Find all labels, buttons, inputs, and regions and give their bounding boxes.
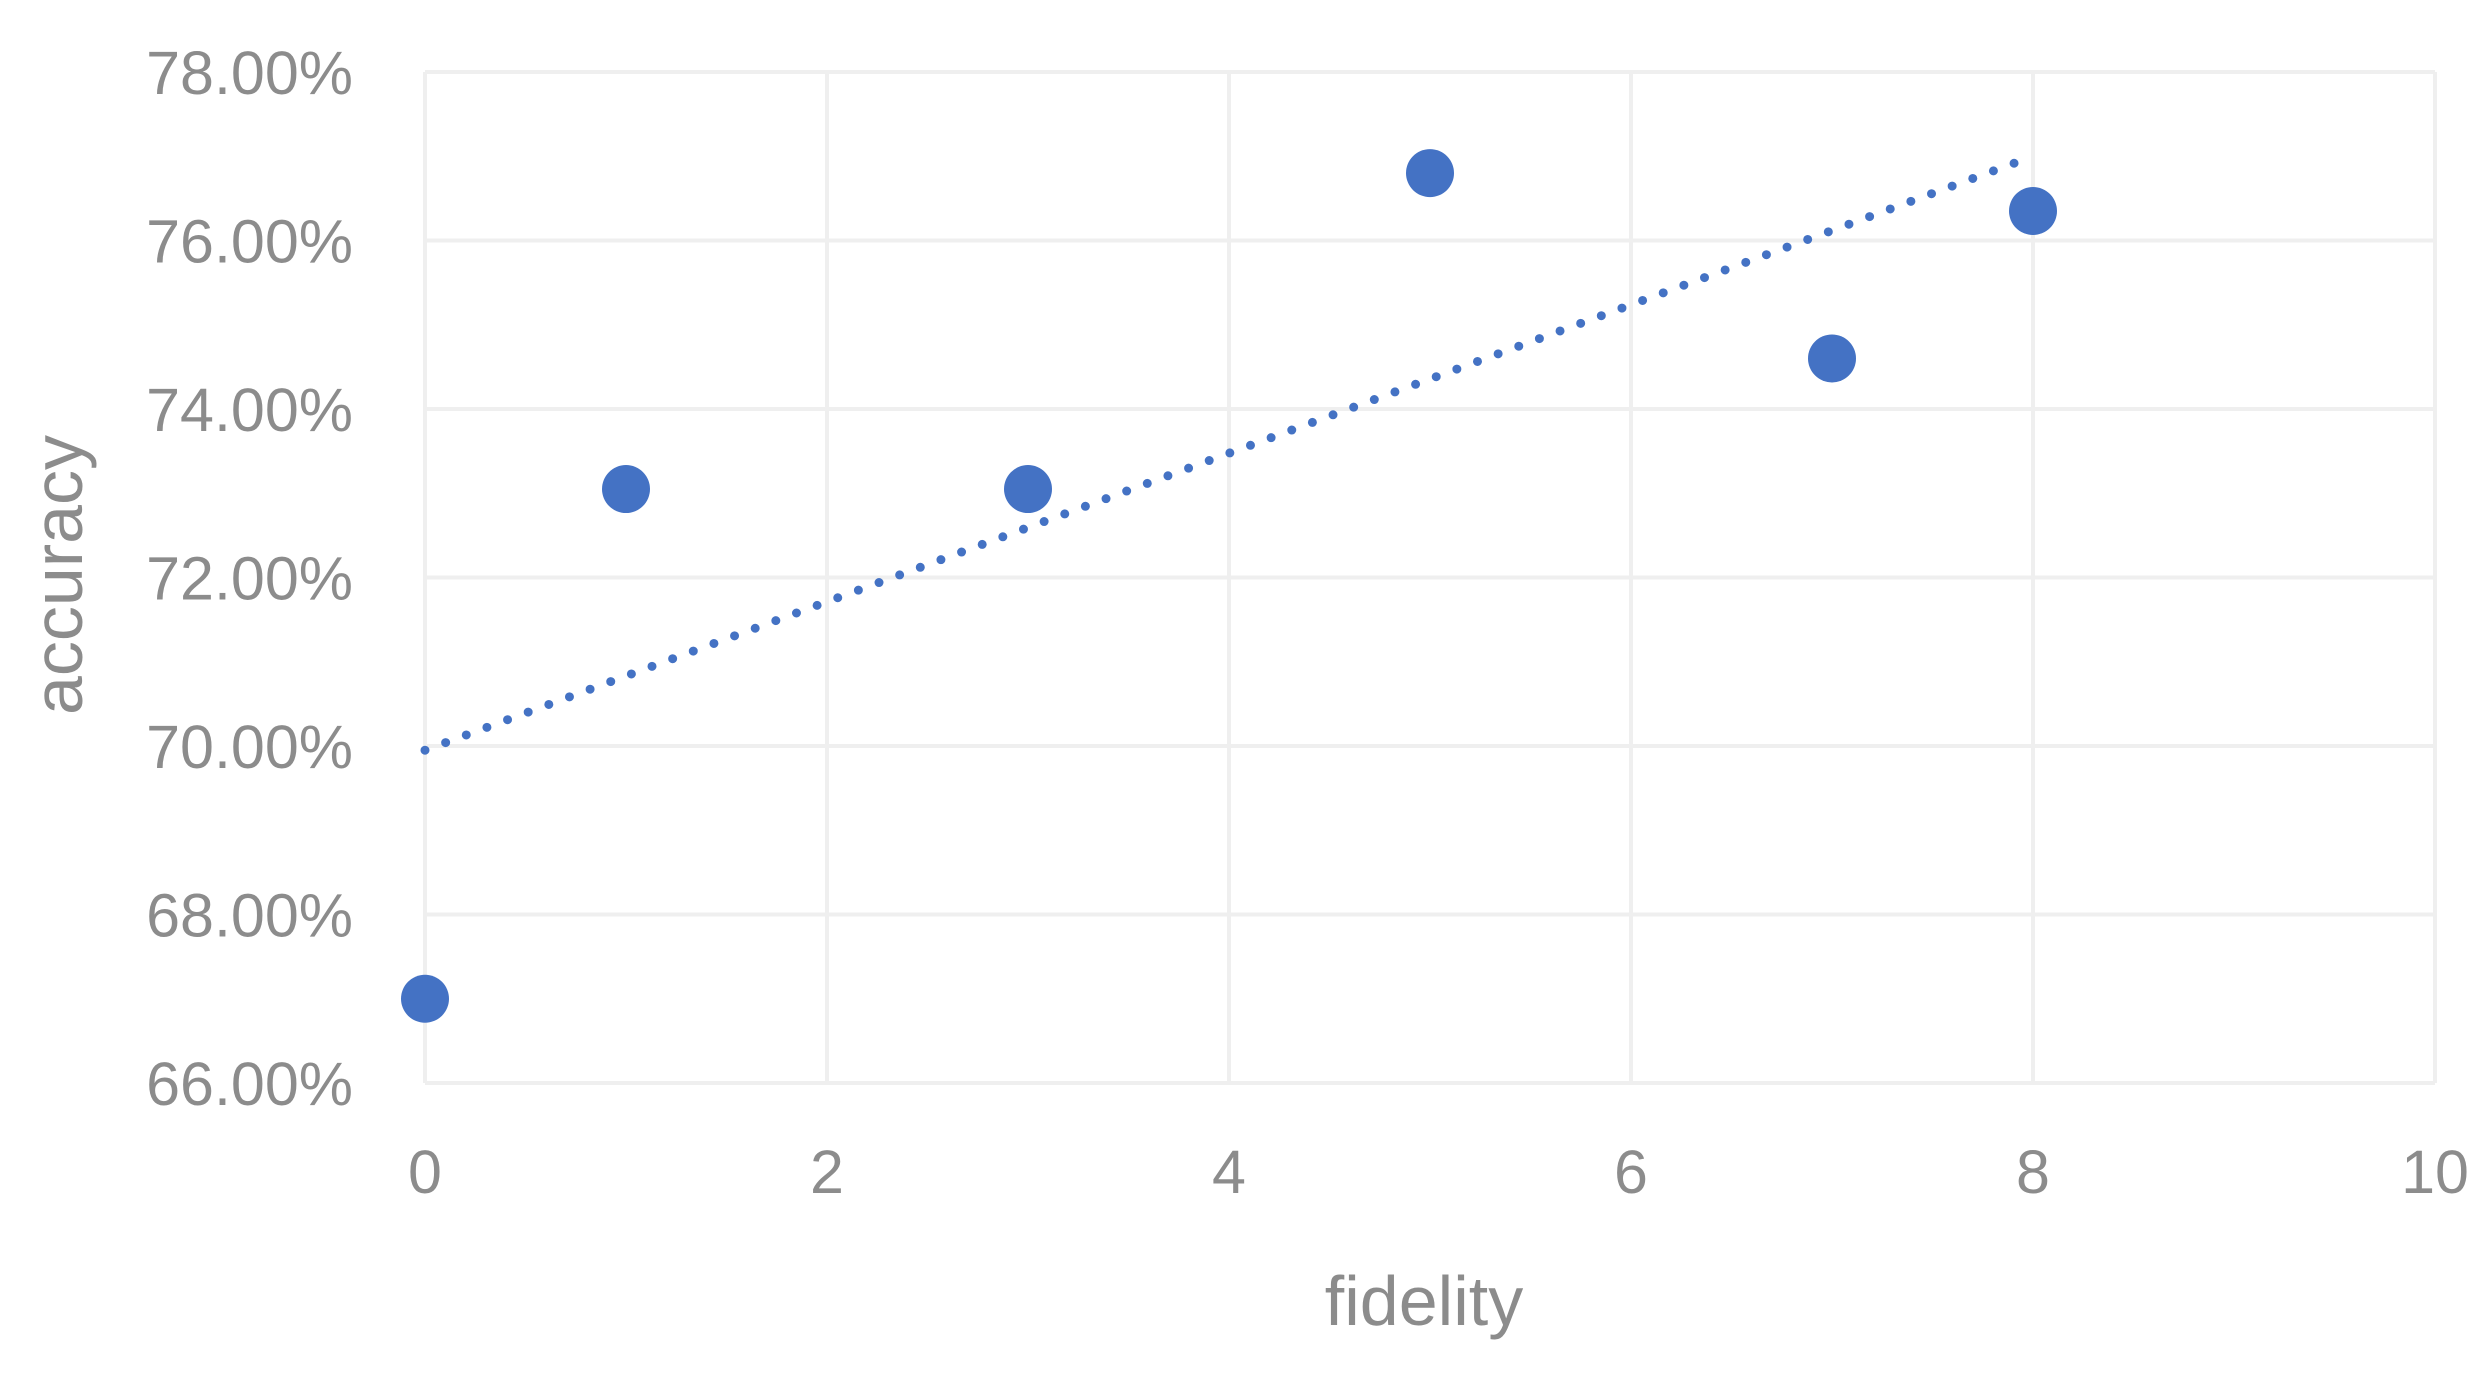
data-point [2009, 187, 2057, 236]
data-point [1406, 149, 1454, 198]
y-tick-label: 68.00% [146, 882, 353, 950]
y-axis-title: accuracy [19, 435, 97, 715]
gridlines [423, 70, 2437, 1085]
y-tick-label: 76.00% [146, 208, 353, 276]
data-points [401, 149, 2057, 1023]
trendline-group [420, 151, 2038, 755]
trendline [420, 151, 2038, 755]
x-tick-label: 8 [2016, 1138, 2050, 1206]
data-point [1004, 465, 1052, 514]
x-tick-label: 0 [408, 1138, 442, 1206]
y-tick-label: 72.00% [146, 545, 353, 613]
x-tick-label: 4 [1212, 1138, 1246, 1206]
x-axis-ticks: 0 2 4 6 8 10 [408, 1138, 2469, 1206]
x-tick-label: 6 [1614, 1138, 1648, 1206]
y-tick-label: 74.00% [146, 376, 353, 444]
x-tick-label: 2 [810, 1138, 844, 1206]
x-tick-label: 10 [2401, 1138, 2469, 1206]
y-axis-ticks: 66.00% 68.00% 70.00% 72.00% 74.00% 76.00% 78.0… [146, 39, 353, 1118]
y-tick-label: 78.00% [146, 39, 353, 107]
y-tick-label: 70.00% [146, 713, 353, 781]
y-tick-label: 66.00% [146, 1050, 353, 1118]
data-point [602, 465, 650, 514]
data-point [1808, 334, 1856, 383]
x-axis-title: fidelity [1325, 1262, 1523, 1340]
data-point [401, 974, 449, 1023]
